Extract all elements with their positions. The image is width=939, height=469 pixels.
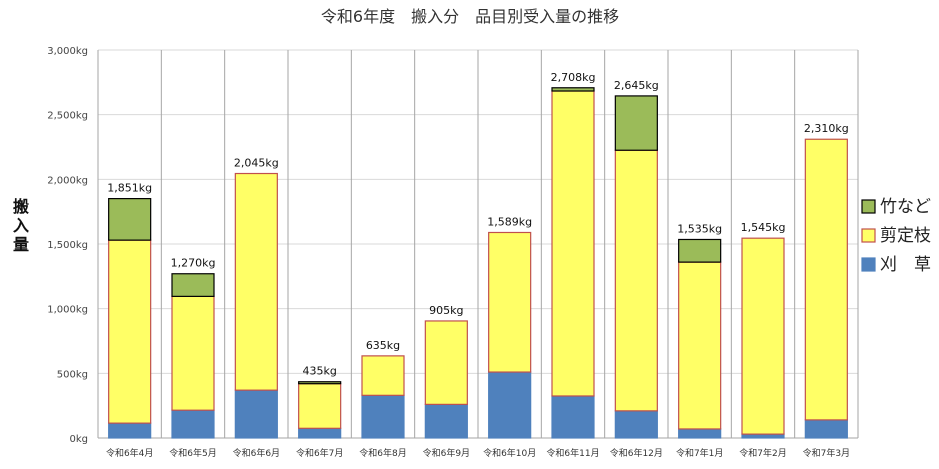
total-label: 1,851kg [107,182,152,195]
y-tick-label: 1,500kg [47,240,88,251]
bar-segment [424,320,468,405]
data-labels: 1,851kg 1,270kg 2,045kg 435kg 635kg 905kg 1,58… [107,71,849,378]
bar-segment [804,419,848,439]
total-label: 1,545kg [741,221,786,234]
y-tick-label: 2,000kg [47,175,88,186]
bar-segment [678,261,722,430]
bar-segment [108,198,152,241]
bar-segment [171,295,215,411]
legend-label: 剪定枝 [880,226,931,246]
total-label: 2,045kg [234,157,279,170]
bar-segment [804,138,848,421]
x-tick-label: 令和6年7月 [296,447,343,459]
bar-segment [614,410,658,439]
bar-segment [234,172,278,391]
bar-segment [298,381,342,385]
bar-segment [678,238,722,263]
total-label: 635kg [366,339,400,352]
bars [108,87,848,439]
bar-segment [614,95,658,151]
x-axis: 令和6年4月 令和6年5月 令和6年6月 令和6年7月 令和6年8月 令和6年9月 令和6年… [106,447,850,459]
total-label: 905kg [429,304,463,317]
legend-swatch [861,228,876,243]
y-tick-label: 1,000kg [47,305,88,316]
bar-segment [361,394,405,439]
bar-segment [234,389,278,439]
total-label: 2,645kg [614,79,659,92]
bar-segment [488,371,532,439]
bar-segment [678,428,722,439]
x-tick-label: 令和6年4月 [106,447,153,459]
y-tick-label: 2,500kg [47,111,88,122]
legend-label: 竹など [880,197,931,217]
x-tick-label: 令和6年6月 [233,447,280,459]
total-label: 1,535kg [677,222,722,235]
x-tick-label: 令和6年11月 [546,447,599,459]
x-tick-label: 令和7年3月 [803,447,850,459]
total-label: 1,589kg [487,215,532,228]
bar-segment [361,355,405,396]
bar-segment [488,231,532,373]
bar-segment [298,383,342,429]
y-axis-label: 搬入量 [13,197,29,254]
bar-segment [108,422,152,439]
total-label: 1,270kg [171,257,216,270]
y-axis: 0kg 500kg 1,000kg 1,500kg 2,000kg 2,500kg 3,00… [47,46,88,445]
x-tick-label: 令和6年12月 [610,447,663,459]
bar-segment [298,427,342,439]
bar-segment [614,149,658,412]
bar-segment [171,409,215,439]
gridlines [97,49,859,439]
total-label: 2,708kg [551,71,596,84]
bar-segment [551,395,595,439]
y-tick-label: 3,000kg [47,46,88,57]
bar-segment [424,403,468,439]
bar-segment [551,90,595,397]
bar-segment [741,237,785,435]
x-tick-label: 令和6年8月 [359,447,406,459]
total-label: 2,310kg [804,122,849,135]
bar-segment [171,273,215,297]
x-tick-label: 令和6年10月 [483,447,536,459]
legend-swatch [861,199,876,214]
chart-title: 令和6年度 搬入分 品目別受入量の推移 [321,7,619,26]
y-tick-label: 500kg [57,369,88,380]
legend-swatch [861,257,876,272]
bar-segment [108,239,152,424]
x-tick-label: 令和6年5月 [169,447,216,459]
legend-label: 刈 草 [880,255,931,275]
x-tick-label: 令和7年2月 [739,447,786,459]
x-tick-label: 令和6年9月 [423,447,470,459]
y-axis-label-char: 量 [13,235,29,254]
x-tick-label: 令和7年1月 [676,447,723,459]
total-label: 435kg [302,365,336,378]
y-axis-label-char: 搬 [13,197,29,216]
bar-segment [551,87,595,92]
y-tick-label: 0kg [69,434,88,445]
y-axis-label-char: 入 [13,216,29,235]
